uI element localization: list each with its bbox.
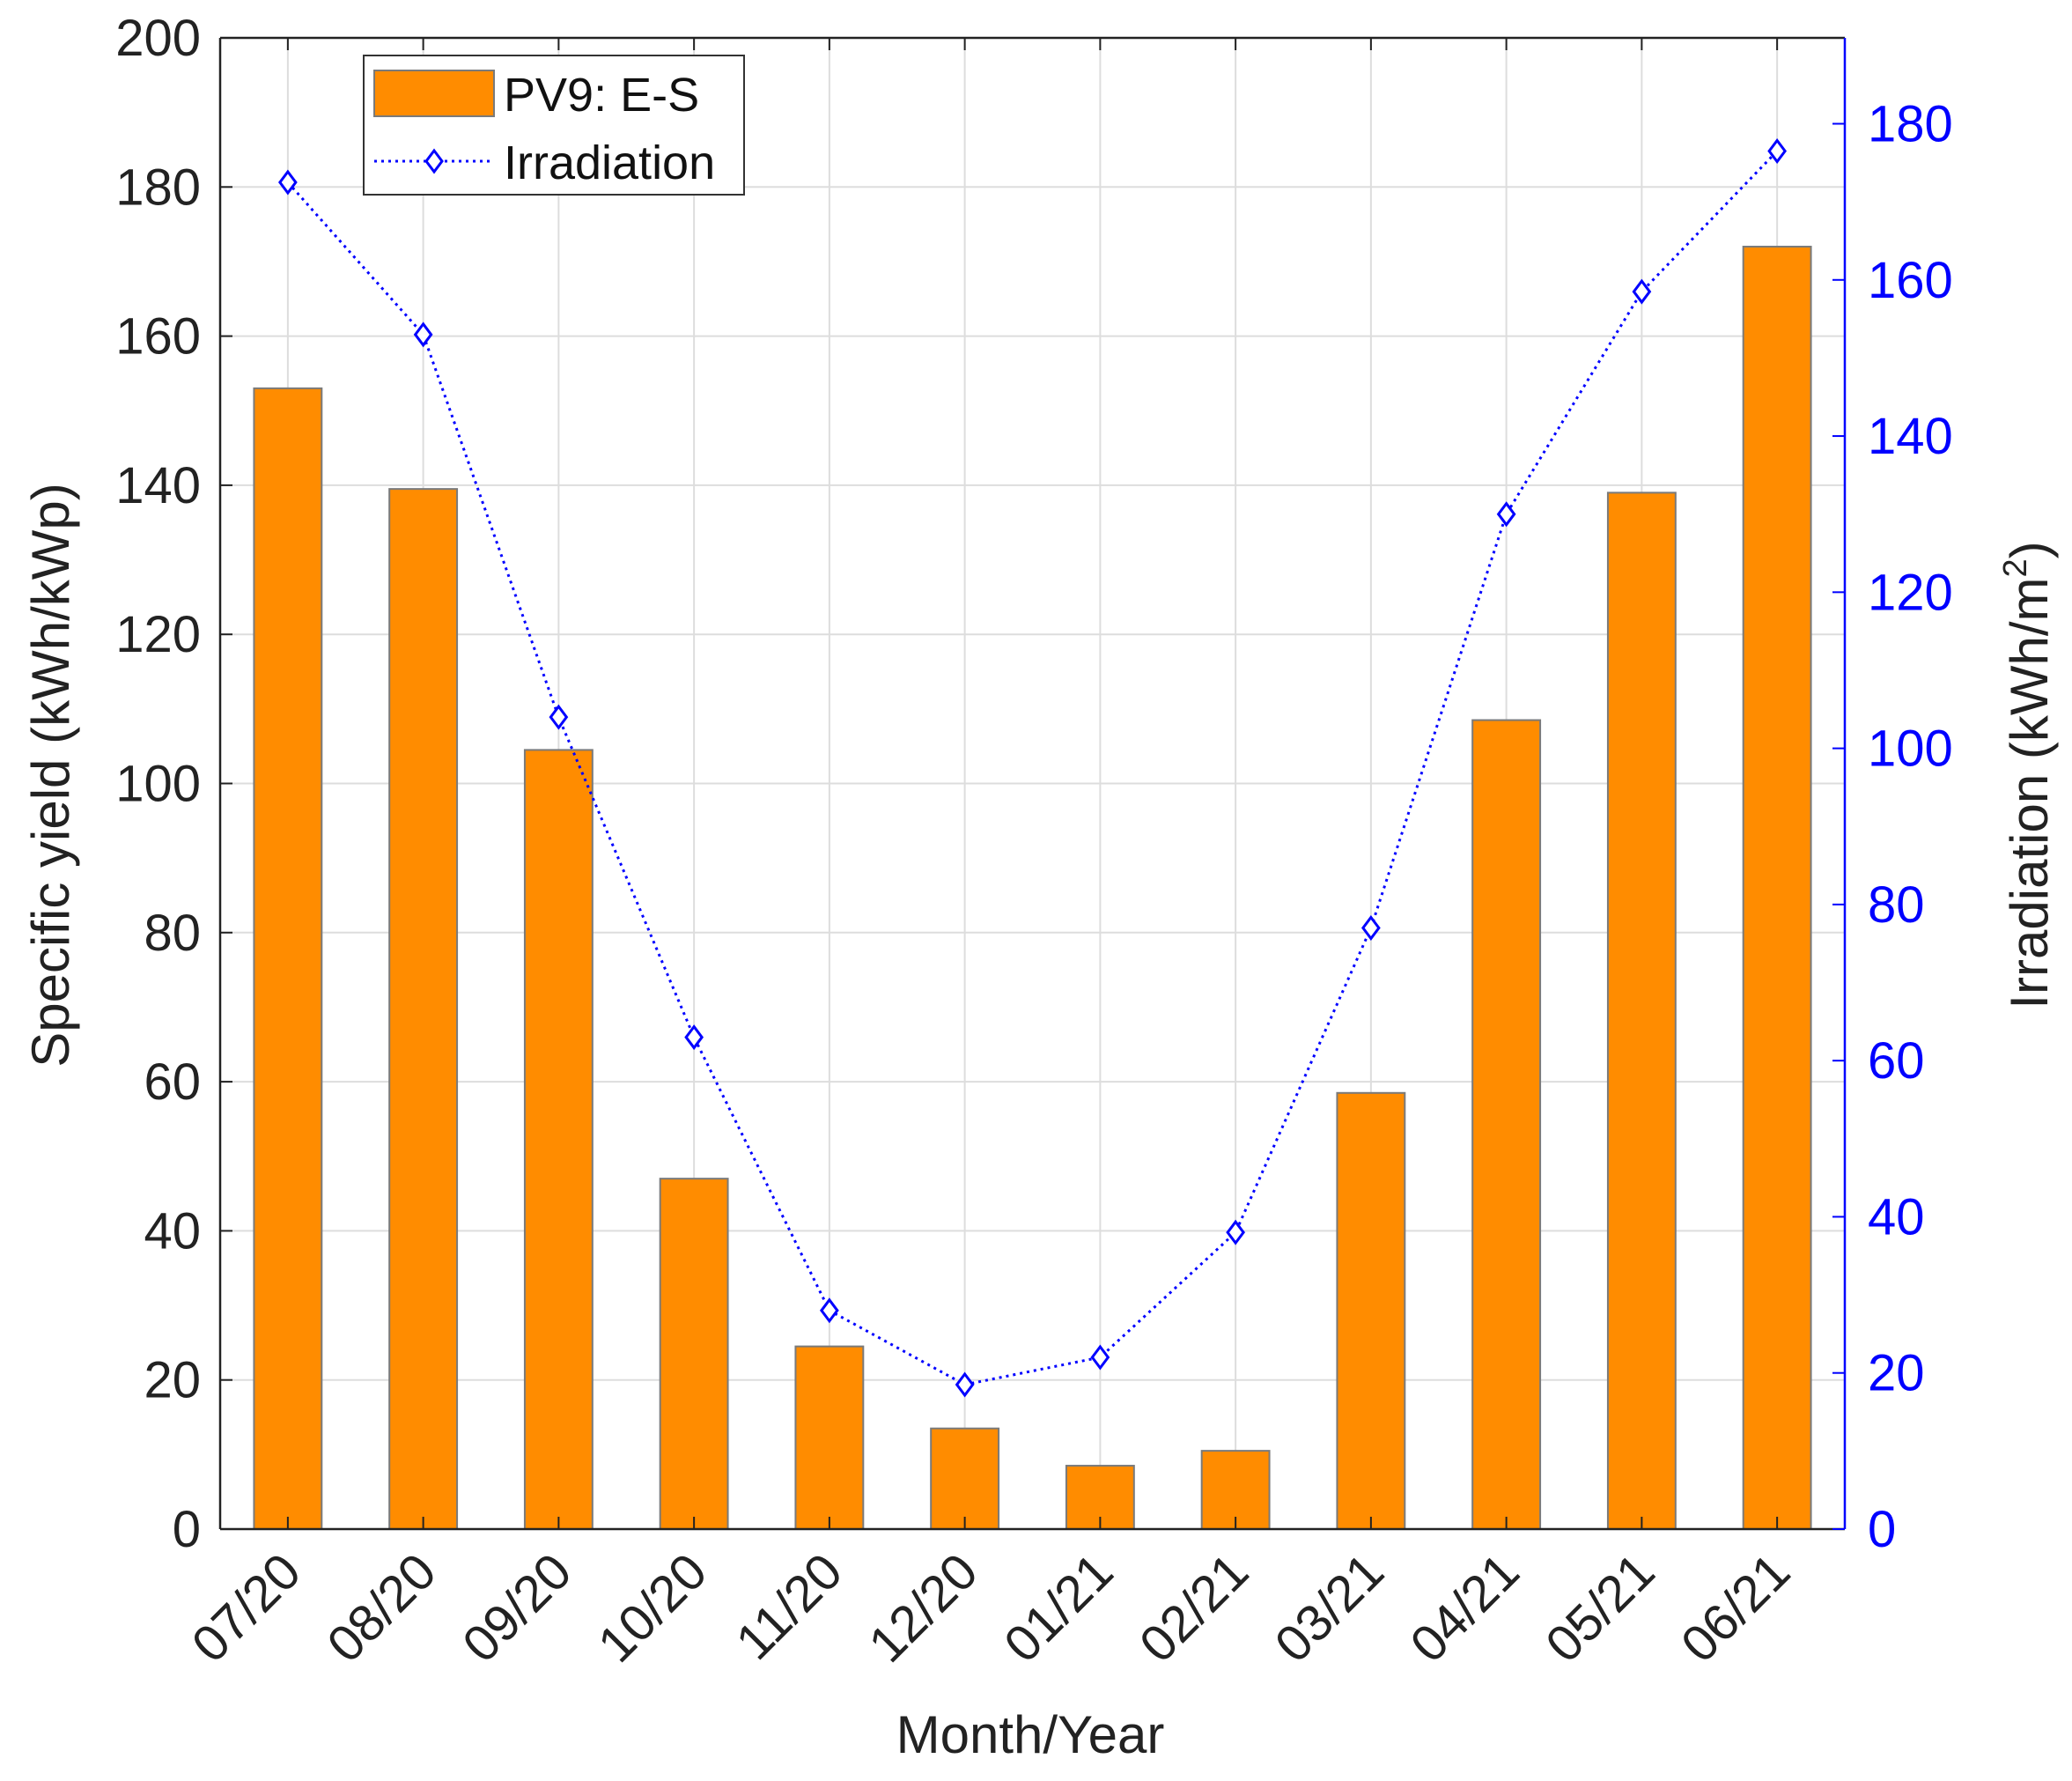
irradiation-point-07-20 [278, 169, 298, 196]
irradiation-point-06-21 [1767, 138, 1788, 165]
bar-03-21 [1336, 1091, 1406, 1530]
y-left-tick-label: 40 [144, 1202, 201, 1260]
irradiation-line [286, 150, 1779, 1386]
bar-10-20 [659, 1178, 729, 1531]
axes [218, 36, 1847, 1531]
y-axis-right-title-main: Irradiation (kWh/m [2000, 578, 2059, 1009]
irradiation-point-08-20 [413, 321, 433, 348]
bar-07-20 [253, 387, 323, 1531]
bar-04-21 [1471, 719, 1542, 1530]
legend-bar-label: PV9: E-S [504, 69, 699, 122]
bar-08-20 [388, 488, 459, 1531]
irradiation-point-02-21 [1226, 1219, 1246, 1245]
y-left-tick-label: 80 [144, 905, 201, 962]
y-right-tick-label: 80 [1868, 876, 1925, 934]
bar-06-21 [1742, 246, 1812, 1530]
y-left-tick-label: 200 [115, 10, 201, 67]
legend-line-label: Irradiation [504, 137, 715, 189]
y-left-tick-label: 180 [115, 159, 201, 216]
irradiation-point-11-20 [820, 1297, 839, 1324]
legend: PV9: E-S Irradiation [363, 55, 745, 196]
y-right-tick-label: 20 [1868, 1345, 1925, 1402]
y-left-tick-label: 120 [115, 606, 201, 663]
y-axis-left-title: Specific yield (kWh/kWp) [21, 483, 80, 1067]
y-axis-right-title-superscript: 2 [1997, 558, 2034, 577]
irradiation-point-09-20 [549, 704, 569, 730]
bar-11-20 [794, 1345, 865, 1531]
bar-12-20 [930, 1427, 1000, 1531]
bar-09-20 [523, 749, 594, 1530]
y-right-tick-label: 120 [1868, 564, 1953, 621]
irradiation-point-12-20 [955, 1371, 975, 1398]
y-left-tick-label: 100 [115, 756, 201, 813]
y-axis-right-title: Irradiation (kWh/m2) [1997, 541, 2059, 1009]
irradiation-point-03-21 [1361, 914, 1381, 941]
y-left-tick-label: 160 [115, 308, 201, 366]
y-axis-right-title-close: ) [2000, 541, 2059, 558]
y-right-tick-label: 140 [1868, 408, 1953, 465]
x-axis-title: Month/Year [896, 1705, 1165, 1764]
bar-02-21 [1200, 1450, 1271, 1531]
irradiation-point-10-20 [684, 1024, 704, 1051]
bar-series [253, 246, 1812, 1531]
y-right-tick-label: 180 [1868, 96, 1953, 153]
bar-05-21 [1606, 491, 1677, 1530]
y-left-tick-label: 20 [144, 1352, 201, 1409]
irradiation-point-04-21 [1496, 501, 1516, 528]
irradiation-series [278, 138, 1788, 1398]
irradiation-point-01-21 [1090, 1344, 1110, 1371]
y-right-tick-label: 60 [1868, 1032, 1925, 1090]
y-right-tick-label: 40 [1868, 1188, 1925, 1245]
y-right-tick-label: 0 [1868, 1501, 1896, 1558]
legend-bar-swatch [373, 70, 495, 117]
y-left-tick-label: 0 [173, 1501, 201, 1558]
y-right-tick-label: 160 [1868, 252, 1953, 309]
y-left-tick-label: 60 [144, 1053, 201, 1111]
y-left-tick-label: 140 [115, 457, 201, 514]
y-right-tick-label: 100 [1868, 721, 1953, 778]
irradiation-point-05-21 [1632, 278, 1652, 305]
legend-diamond-marker [424, 148, 444, 174]
